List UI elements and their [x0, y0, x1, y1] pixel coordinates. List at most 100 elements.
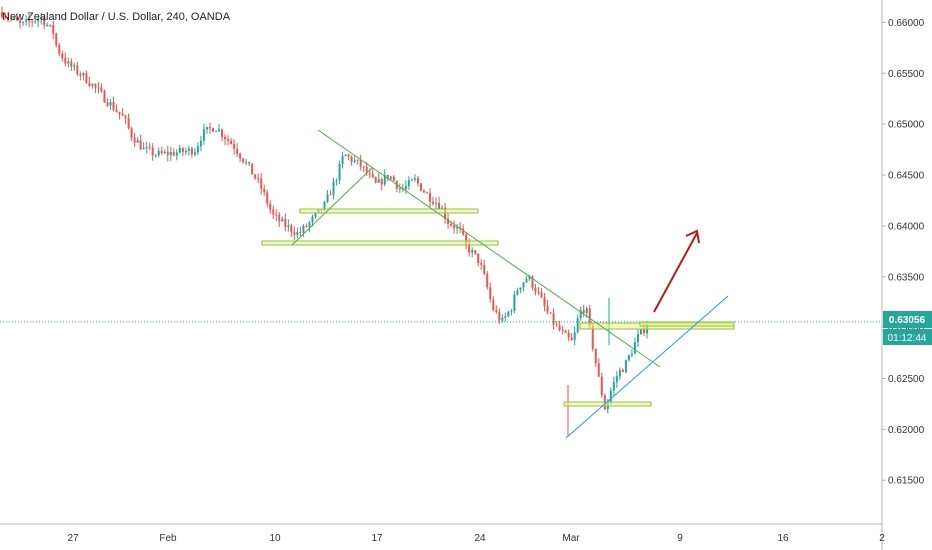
y-tick-label: 0.64000: [888, 221, 925, 232]
candle-body: [483, 264, 486, 274]
support-resistance-zone[interactable]: [299, 208, 479, 214]
projection-arrow-head: [685, 229, 700, 244]
candle-body: [407, 180, 410, 187]
candle-body: [516, 290, 519, 295]
candle-body: [513, 294, 516, 312]
candle-body: [55, 33, 58, 45]
candle-body: [4, 16, 7, 18]
candle-body: [579, 310, 582, 319]
candle-body: [612, 382, 615, 391]
support-resistance-zone[interactable]: [261, 240, 499, 246]
candle-body: [528, 276, 531, 279]
candle-body: [242, 158, 245, 163]
candle-body: [474, 250, 477, 254]
candle-body: [323, 201, 326, 211]
descending-trendline[interactable]: [317, 129, 661, 368]
candle-body: [85, 72, 88, 83]
candle-body: [633, 342, 636, 354]
candle-body: [383, 174, 386, 185]
y-tick-label: 0.62500: [888, 374, 925, 385]
candle-body: [181, 147, 184, 153]
y-tick-label: 0.64500: [888, 171, 925, 182]
candle-body: [486, 273, 489, 288]
candle-body: [374, 177, 377, 183]
candle-body: [28, 19, 31, 22]
candle-body: [477, 253, 480, 263]
candle-body: [199, 140, 202, 147]
candle-body: [507, 311, 510, 317]
x-tick-label: 16: [777, 533, 789, 544]
candle-body: [441, 207, 444, 209]
candle-body: [341, 156, 344, 164]
candle-body: [37, 19, 40, 22]
candle-body: [40, 17, 43, 20]
candle-body: [335, 180, 338, 182]
candle-body: [25, 19, 28, 22]
candle-body: [522, 282, 525, 288]
candle-body: [61, 53, 64, 58]
candle-body: [459, 227, 462, 229]
candle-body: [233, 144, 236, 149]
ascending-trendline[interactable]: [565, 295, 729, 439]
candle-body: [284, 218, 287, 227]
candle-body: [127, 117, 130, 129]
candle-body: [519, 287, 522, 291]
price-axis[interactable]: 0.66000 0.65500 0.65000 0.64500 0.64000 0.635…: [882, 18, 925, 487]
candle-body: [615, 376, 618, 383]
candle-body: [266, 192, 269, 204]
y-tick-label: 0.63500: [888, 272, 925, 283]
time-axis[interactable]: 27 Feb 10 17 24 Mar 9 16 2: [67, 533, 885, 544]
candle-body: [263, 188, 266, 193]
candle-body: [555, 324, 558, 326]
candle-body: [196, 146, 199, 153]
candle-body: [175, 152, 178, 156]
candle-body: [428, 193, 431, 202]
candle-body: [218, 129, 221, 131]
candle-body: [465, 234, 468, 244]
projection-arrow[interactable]: [653, 232, 698, 313]
candle-body: [365, 166, 368, 174]
countdown-label: 01:12:44: [888, 333, 927, 344]
candle-body: [184, 150, 187, 153]
candle-body: [148, 147, 151, 149]
candle-body: [362, 166, 365, 168]
candle-body: [251, 163, 254, 175]
candle-body: [227, 139, 230, 141]
candle-body: [166, 151, 169, 156]
candle-body: [438, 202, 441, 209]
candle-body: [94, 84, 97, 88]
candle-body: [404, 186, 407, 190]
candle-body: [432, 201, 435, 204]
candle-body: [239, 153, 242, 159]
candle-body: [425, 192, 428, 194]
candle-body: [597, 363, 600, 377]
candle-body: [211, 128, 214, 132]
support-resistance-zone[interactable]: [639, 321, 735, 327]
candle-body: [16, 17, 19, 21]
candle-body: [642, 329, 645, 334]
candle-body: [537, 291, 540, 293]
candle-body: [290, 225, 293, 233]
candle-body: [558, 325, 561, 331]
x-tick-label: 17: [371, 533, 383, 544]
candle-body: [293, 232, 296, 235]
candle-body: [278, 214, 281, 222]
candle-body: [272, 209, 275, 215]
candle-body: [257, 178, 260, 180]
candle-body: [489, 287, 492, 300]
candle-body: [456, 227, 459, 229]
candle-body: [31, 21, 34, 23]
candle-body: [410, 179, 413, 181]
candle-body: [492, 299, 495, 311]
candle-body: [205, 126, 208, 130]
candle-body: [311, 216, 314, 223]
candle-body: [124, 115, 127, 118]
candle-body: [121, 113, 124, 116]
triangle-trendline[interactable]: [291, 166, 374, 246]
support-resistance-zone[interactable]: [563, 401, 652, 407]
candle-body: [118, 111, 121, 114]
candle-body: [594, 348, 597, 364]
candle-body: [52, 24, 55, 34]
